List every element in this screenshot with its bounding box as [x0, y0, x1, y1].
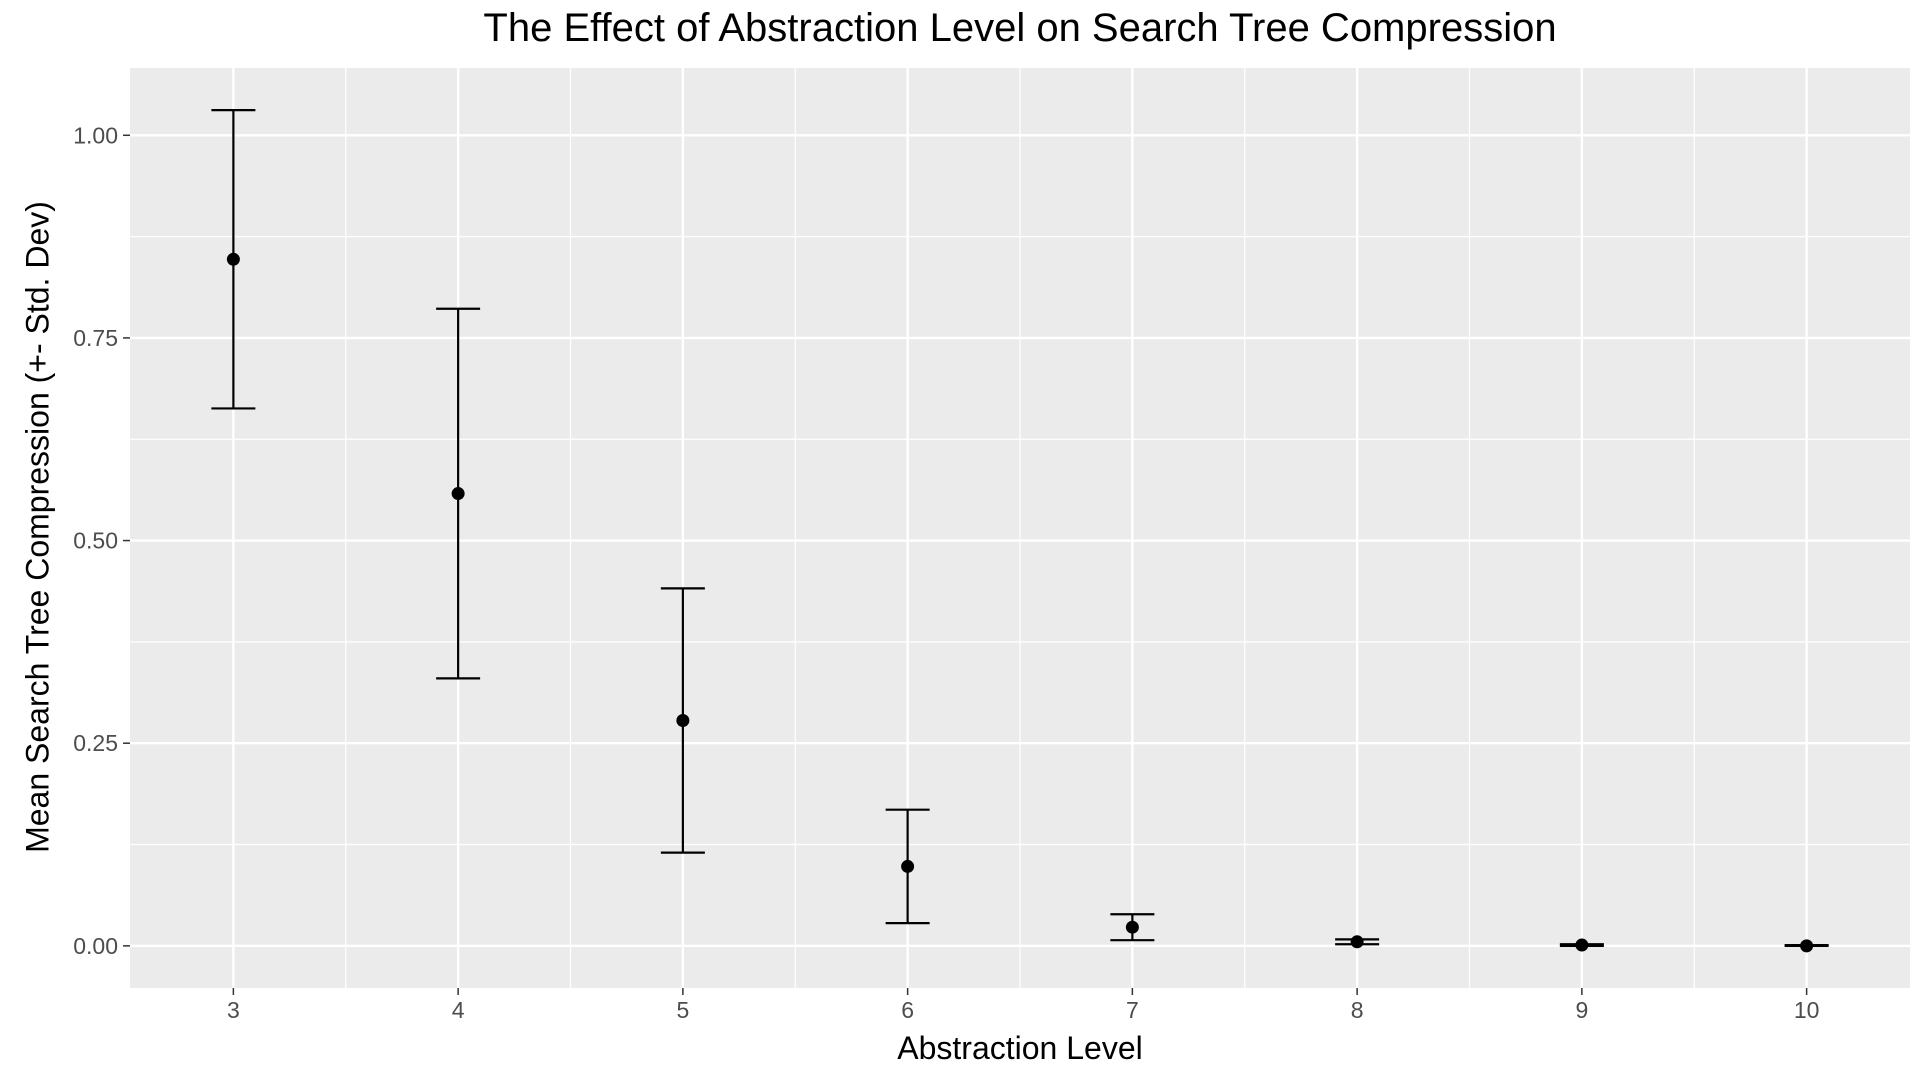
- x-tick-label: 10: [1794, 997, 1820, 1023]
- y-tick-label: 0.50: [73, 528, 118, 554]
- mean-point: [226, 252, 240, 266]
- x-tick-label: 5: [676, 997, 689, 1023]
- y-axis-ticks: 0.00 0.25 0.50 0.75 1.00: [73, 122, 130, 959]
- mean-point: [1575, 938, 1589, 952]
- chart-title: The Effect of Abstraction Level on Searc…: [483, 6, 1557, 50]
- x-tick-label: 4: [452, 997, 465, 1023]
- x-axis-ticks: 3 4 5 6 7 8 9 10: [227, 988, 1819, 1023]
- x-tick-label: 7: [1126, 997, 1139, 1023]
- mean-point: [451, 487, 465, 501]
- y-tick-label: 0.00: [73, 933, 118, 959]
- y-tick-label: 1.00: [73, 122, 118, 148]
- x-tick-label: 8: [1351, 997, 1364, 1023]
- mean-point: [1800, 939, 1814, 953]
- x-tick-label: 3: [227, 997, 240, 1023]
- grid-major: [130, 68, 1910, 988]
- mean-point: [676, 714, 690, 728]
- y-axis-label: Mean Search Tree Compression (+- Std. De…: [19, 201, 56, 853]
- mean-point: [1125, 920, 1139, 934]
- mean-points: [226, 252, 1814, 953]
- y-tick-label: 0.25: [73, 730, 118, 756]
- mean-point: [1350, 935, 1364, 949]
- x-axis-label: Abstraction Level: [897, 1030, 1143, 1066]
- y-tick-label: 0.75: [73, 325, 118, 351]
- mean-point: [901, 859, 915, 873]
- x-tick-label: 6: [901, 997, 914, 1023]
- grid-minor: [130, 68, 1910, 988]
- x-tick-label: 9: [1575, 997, 1588, 1023]
